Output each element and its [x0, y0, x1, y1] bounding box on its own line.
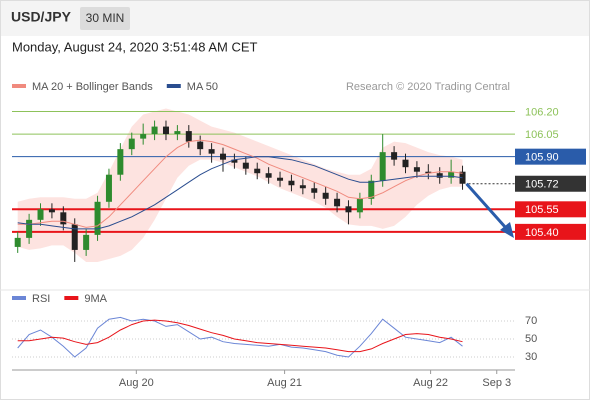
ma-line: [17, 156, 463, 230]
timestamp: Monday, August 24, 2020 3:51:48 AM CET: [12, 39, 258, 54]
candle-body: [322, 192, 329, 199]
x-tick-label: Aug 20: [119, 377, 154, 389]
x-tick-label: Sep 3: [482, 377, 511, 389]
candle-body: [197, 141, 204, 150]
legend-swatch: [64, 296, 79, 300]
candle-body: [128, 138, 135, 150]
projection-arrow: [465, 182, 508, 229]
candle-body: [220, 153, 227, 160]
legend-label: RSI: [32, 293, 50, 305]
y-tick-label: 30: [525, 351, 537, 363]
candle-body: [174, 131, 181, 135]
level-label: 105.55: [525, 204, 559, 216]
symbol: USD/JPY: [11, 9, 72, 25]
candle-body: [254, 168, 261, 174]
candle-body: [105, 174, 112, 202]
candle-body: [356, 198, 363, 213]
legend-label: MA 20 + Bollinger Bands: [32, 81, 153, 93]
candle-body: [436, 173, 443, 178]
candle-body: [425, 171, 432, 174]
credit: Research © 2020 Trading Central: [346, 81, 510, 93]
candle-body: [60, 212, 67, 225]
legend-swatch: [12, 296, 26, 300]
candle-body: [48, 209, 55, 213]
legend-label: 9MA: [84, 293, 107, 305]
candle-body: [94, 201, 101, 235]
candle-body: [368, 180, 375, 199]
level-label: 105.90: [525, 152, 559, 164]
candle-body: [14, 237, 21, 247]
level-box: [515, 201, 586, 218]
x-tick-label: Aug 22: [413, 377, 448, 389]
candle-body: [459, 171, 466, 184]
x-tick-label: Aug 21: [267, 377, 302, 389]
candle-body: [265, 173, 272, 178]
candle-body: [379, 152, 386, 181]
level-label: 105.40: [525, 227, 559, 239]
candle-body: [208, 149, 215, 154]
candle-body: [311, 188, 318, 193]
candle-body: [299, 185, 306, 189]
candle-body: [402, 159, 409, 168]
candle-body: [288, 180, 295, 186]
rsi-line: [17, 319, 463, 353]
candle-body: [26, 219, 33, 238]
candle-body: [448, 171, 455, 178]
candle-body: [277, 177, 284, 181]
candle-body: [413, 167, 420, 172]
level-box: [515, 148, 586, 165]
level-label: 105.72: [525, 179, 559, 191]
interval: 30 MIN: [86, 11, 125, 25]
candle-body: [83, 234, 90, 250]
candle-body: [151, 126, 158, 135]
arrow-head: [500, 222, 514, 238]
rsi-line: [17, 316, 463, 358]
candle-body: [391, 152, 398, 160]
level-label: 106.05: [525, 129, 559, 141]
candle-body: [231, 159, 238, 163]
candle-body: [242, 162, 249, 169]
ma-line: [17, 139, 463, 228]
level-box: [515, 223, 586, 240]
candle-body: [140, 134, 147, 139]
legend-swatch: [12, 84, 26, 88]
interval-box: [80, 7, 130, 30]
candle-body: [117, 149, 124, 175]
candle-body: [334, 198, 341, 207]
legend-label: MA 50: [187, 81, 218, 93]
candle-body: [162, 126, 169, 135]
y-tick-label: 50: [525, 333, 537, 345]
y-tick-label: 70: [525, 315, 537, 327]
candle-body: [185, 131, 192, 142]
level-box: [515, 175, 586, 192]
legend-swatch: [166, 84, 181, 88]
candle-body: [345, 206, 352, 213]
candle-body: [71, 224, 78, 250]
level-label: 106.20: [525, 106, 559, 118]
candle-body: [37, 209, 44, 220]
